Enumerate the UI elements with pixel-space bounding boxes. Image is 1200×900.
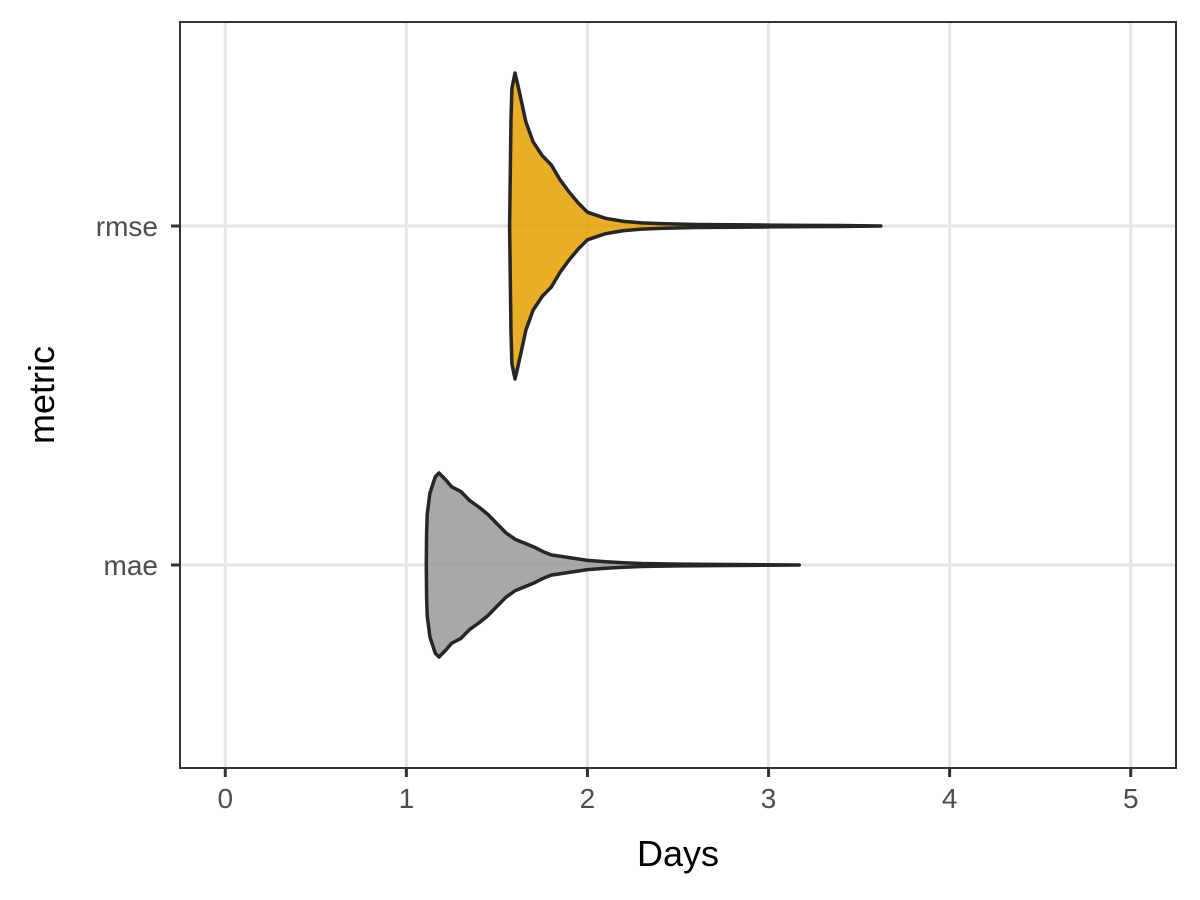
x-axis-title: Days: [637, 833, 719, 874]
violins: [424, 71, 883, 659]
grid: [180, 22, 1176, 768]
y-axis: mae rmse: [96, 211, 180, 581]
x-tick-label: 5: [1123, 783, 1139, 814]
y-tick-label-mae: mae: [104, 550, 158, 581]
x-tick-label: 2: [580, 783, 596, 814]
x-tick-label: 4: [942, 783, 958, 814]
x-tick-label: 0: [217, 783, 233, 814]
x-axis: 0 1 2 3 4 5: [217, 768, 1139, 814]
x-tick-label: 1: [399, 783, 415, 814]
violin-rmse: [507, 71, 883, 381]
plot-panel: [179, 21, 1177, 769]
y-axis-title: metric: [21, 346, 62, 444]
violin-mae: [424, 471, 802, 659]
y-tick-label-rmse: rmse: [96, 211, 158, 242]
x-tick-label: 3: [761, 783, 777, 814]
